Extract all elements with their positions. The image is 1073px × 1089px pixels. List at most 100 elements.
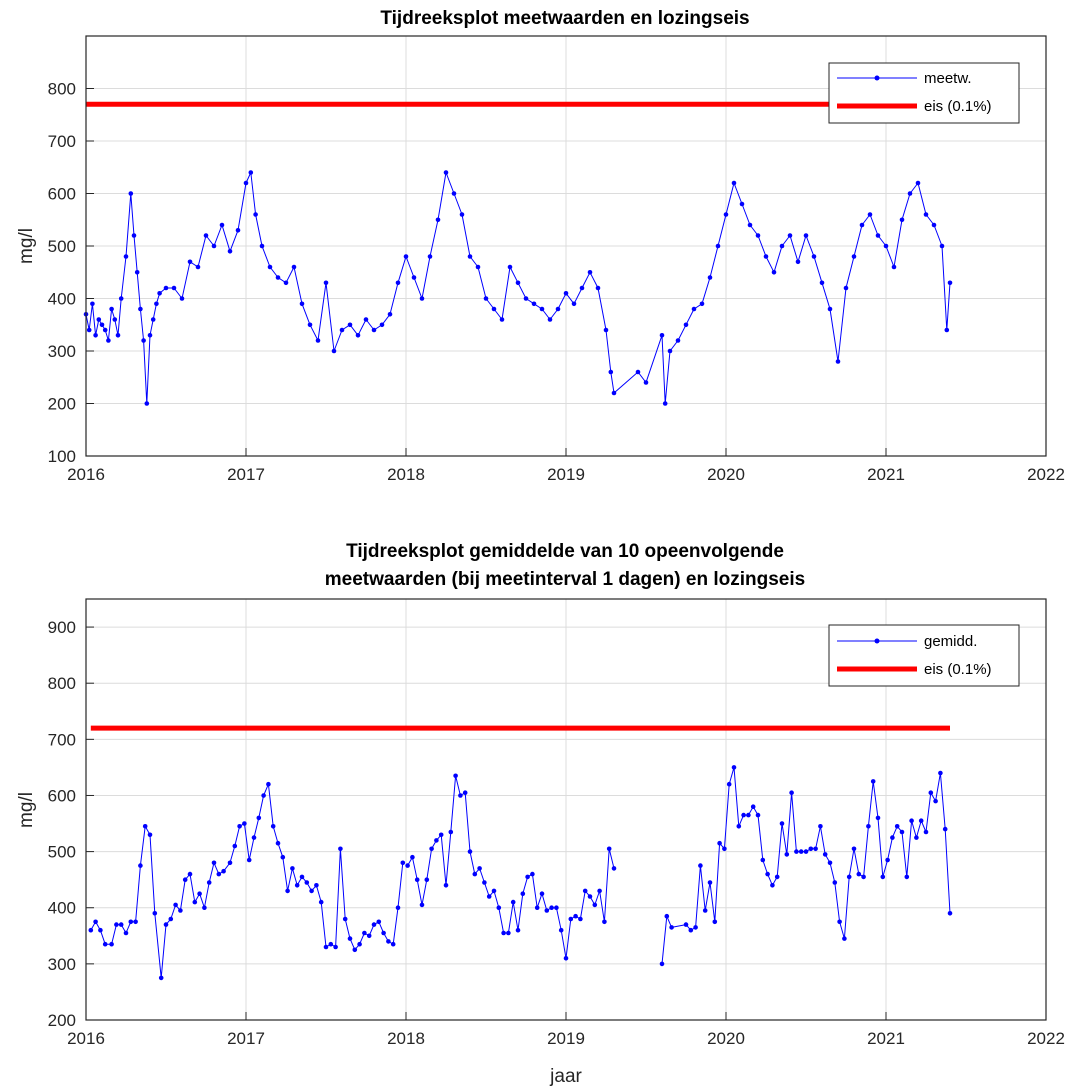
bottom-series-gemidd-point	[147, 832, 153, 838]
bottom-series-gemidd-point	[197, 891, 202, 896]
bottom-series-gemidd-point	[491, 888, 497, 894]
top-series-meetw-point	[563, 291, 569, 296]
bottom-series-gemidd-point	[211, 860, 217, 866]
bottom-series-gemidd-point	[563, 956, 569, 961]
bottom-series-gemidd-point	[93, 919, 98, 925]
bottom-series-gemidd-point	[482, 880, 487, 885]
bottom-series-gemidd-point	[237, 824, 242, 829]
bottom-subplot: Tijdreeksplot gemiddelde van 10 opeenvol…	[16, 541, 1065, 1087]
bottom-series-gemidd-point	[429, 846, 434, 852]
bottom-legend-box	[828, 624, 1020, 687]
bottom-series-gemidd-point	[789, 790, 794, 795]
top-series-meetw-point	[211, 243, 217, 249]
top-series-meetw-point	[93, 333, 98, 338]
top-series-meetw-point	[771, 270, 777, 275]
bottom-series-gemidd-point	[152, 911, 158, 916]
bottom-series-gemidd-point	[280, 854, 286, 860]
top-series-meetw-point	[523, 296, 529, 301]
bottom-series-gemidd-point	[558, 927, 564, 933]
bottom-series-gemidd-point	[410, 854, 415, 860]
top-series-meetw-point	[851, 254, 857, 259]
bottom-series-gemidd-point	[539, 891, 545, 896]
top-series-meetw-point	[944, 327, 950, 333]
bottom-series-gemidd-point	[770, 883, 775, 888]
top-series-meetw-point	[134, 270, 140, 275]
bottom-series-gemidd-point	[318, 899, 324, 905]
top-series-meetw-point	[102, 327, 108, 333]
bottom-series-gemidd-point	[221, 868, 226, 874]
bottom-series-gemidd-point	[602, 919, 607, 925]
bottom-series-gemidd-point	[712, 919, 718, 925]
top-legend-meetw-marker	[874, 75, 880, 81]
top-series-meetw-point	[643, 380, 649, 385]
top-series-meetw-point	[163, 285, 169, 291]
top-x-tick-label: 2016	[67, 465, 105, 484]
bottom-series-gemidd-point	[294, 883, 300, 888]
bottom-series-gemidd-point	[109, 941, 114, 947]
top-series-meetw-point	[459, 212, 465, 217]
bottom-series-gemidd-point	[501, 930, 506, 936]
bottom-series-gemidd-point	[741, 812, 746, 818]
bottom-tick-labels: 2016 2017 2018 2019 2020 2021 2022 200 300 400 500…	[48, 618, 1065, 1048]
top-series-meetw-point	[259, 243, 265, 249]
top-series-meetw-point	[947, 280, 953, 286]
top-series-meetw-point	[339, 327, 345, 333]
bottom-series-gemidd-point	[659, 961, 665, 967]
top-series-meetw-point	[811, 254, 817, 259]
bottom-series-gemidd-point	[726, 781, 732, 787]
bottom-series-gemidd-point	[467, 849, 473, 854]
top-series-meetw-point	[299, 301, 305, 307]
top-series-meetw-point	[859, 222, 865, 228]
bottom-series-gemidd-point	[242, 821, 247, 826]
top-series-meetw-point	[86, 327, 92, 333]
bottom-series-gemidd-point	[698, 863, 703, 868]
bottom-series-gemidd-point	[928, 790, 934, 795]
top-series-meetw-point	[355, 333, 361, 338]
top-series-meetw-point	[659, 333, 665, 338]
bottom-series-gemidd-point	[347, 936, 353, 941]
top-data-layer	[83, 101, 953, 406]
bottom-series-gemidd-point	[923, 829, 929, 835]
bottom-series-gemidd-point	[851, 846, 857, 852]
bottom-series-gemidd-point	[246, 857, 252, 863]
bottom-series-gemidd-point	[693, 925, 698, 930]
top-series-meetw-point	[253, 212, 258, 217]
bottom-series-gemidd-point	[448, 829, 454, 835]
bottom-series-gemidd-point	[520, 891, 526, 896]
bottom-series-gemidd-point	[866, 824, 871, 829]
top-series-meetw-point	[144, 401, 150, 406]
bottom-series-gemidd-point	[256, 815, 262, 821]
bottom-legend-gemidd-label: gemidd.	[924, 633, 977, 650]
bottom-series-gemidd-point	[376, 919, 382, 925]
bottom-series-gemidd-point	[98, 927, 103, 933]
bottom-series-gemidd-point	[496, 905, 502, 910]
top-series-meetw-point	[739, 201, 745, 207]
top-y-tick-label: 100	[48, 447, 76, 466]
top-series-meetw-point	[347, 322, 353, 328]
bottom-series-gemidd-point	[832, 880, 838, 885]
bottom-series-gemidd-point	[578, 916, 583, 922]
bottom-series-gemidd-point	[458, 793, 463, 798]
bottom-series-gemidd-point	[178, 908, 183, 913]
top-series-meetw-point	[219, 222, 225, 228]
bottom-series-gemidd-point	[173, 902, 178, 908]
bottom-series-gemidd-point	[371, 922, 377, 927]
top-series-meetw-point	[499, 317, 505, 322]
bottom-series-gemidd-point	[597, 888, 602, 894]
bottom-series-gemidd-point	[251, 835, 257, 840]
bottom-series-gemidd-point	[128, 919, 134, 925]
bottom-series-gemidd-point	[142, 824, 148, 829]
bottom-series-gemidd-point	[750, 804, 756, 809]
bottom-series-gemidd-point	[453, 773, 458, 779]
bottom-series-gemidd-point	[123, 930, 129, 936]
bottom-series-gemidd-point	[443, 883, 449, 888]
bottom-series-gemidd-point	[138, 863, 143, 868]
bottom-series-gemidd-point	[525, 874, 530, 880]
bottom-series-gemidd-point	[760, 857, 766, 863]
bottom-series-gemidd-point	[707, 880, 713, 885]
bottom-series-gemidd-point	[765, 871, 770, 877]
bottom-series-gemidd-point	[314, 883, 319, 888]
top-series-meetw-point	[179, 296, 185, 301]
top-series-meetw-point	[923, 212, 929, 217]
top-series-meetw-point	[363, 317, 369, 322]
